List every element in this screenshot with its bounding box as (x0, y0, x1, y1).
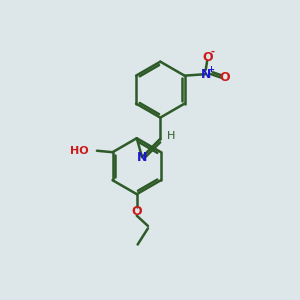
Text: H: H (167, 131, 175, 142)
Text: O: O (202, 51, 212, 64)
Text: +: + (207, 65, 214, 74)
Text: O: O (131, 205, 142, 218)
Text: -: - (210, 47, 214, 57)
Text: O: O (220, 71, 230, 84)
Text: N: N (137, 151, 147, 164)
Text: HO: HO (70, 146, 89, 156)
Text: N: N (200, 68, 211, 81)
